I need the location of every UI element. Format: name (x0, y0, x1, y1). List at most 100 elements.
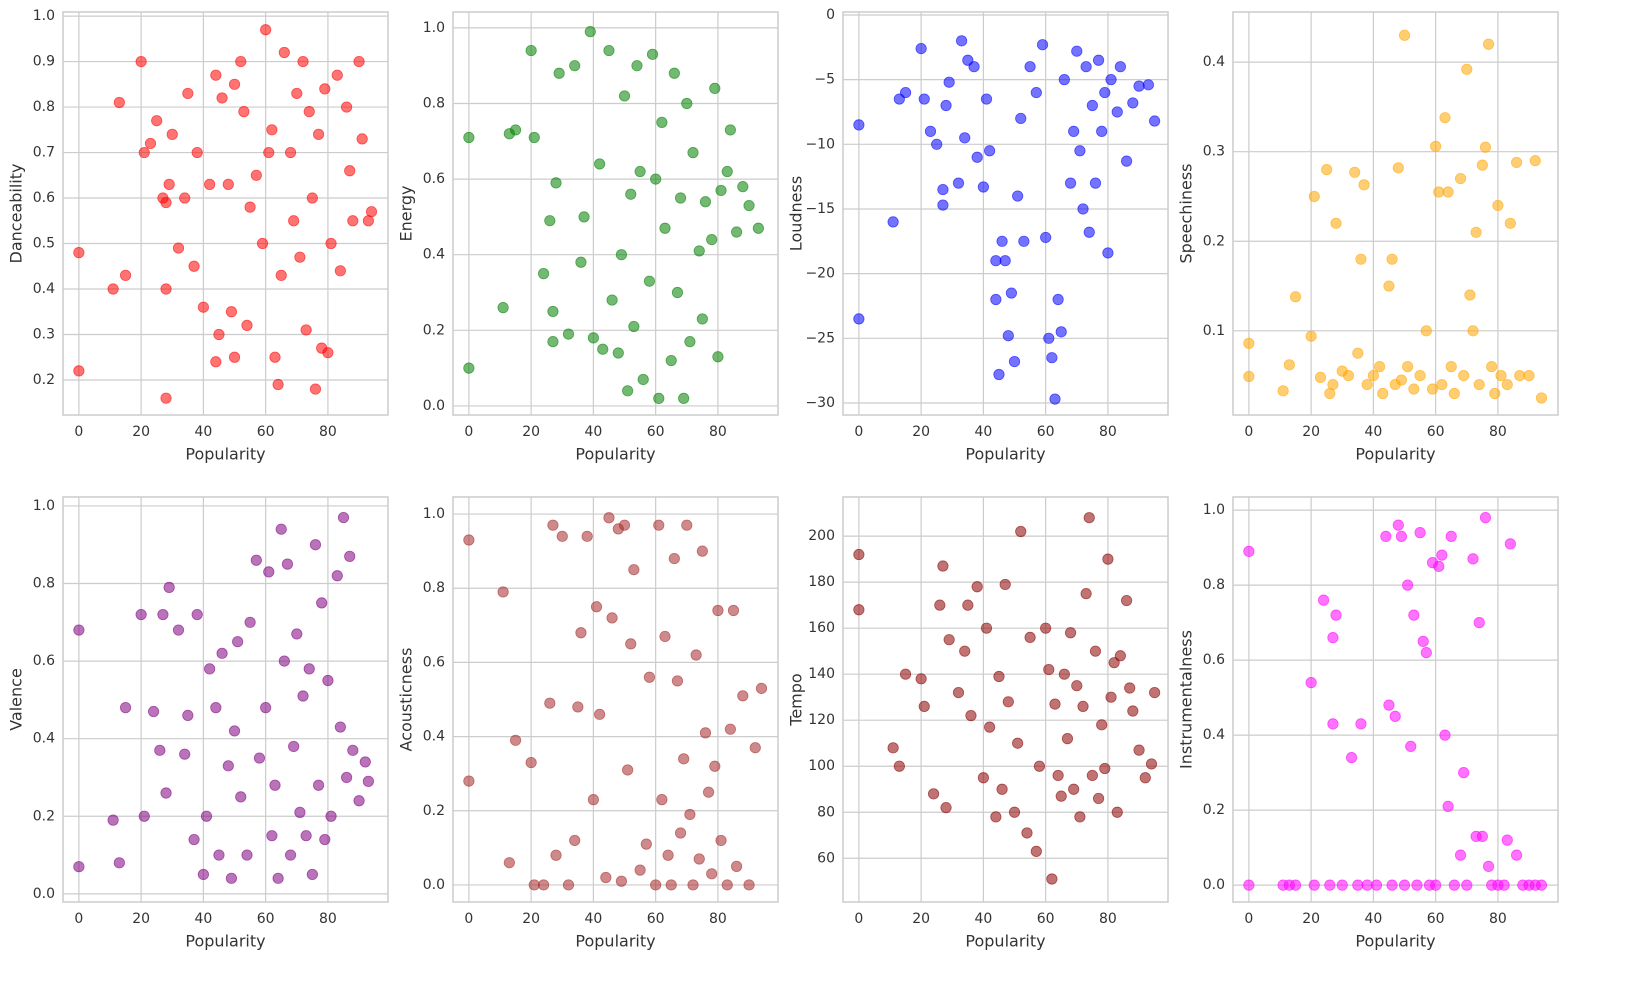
point (1352, 347, 1364, 359)
point (197, 301, 209, 313)
point (204, 178, 216, 190)
point (653, 392, 665, 404)
y-tick-label: 0.8 (33, 576, 55, 592)
y-tick-label: −10 (805, 136, 835, 152)
plot-frame (1232, 496, 1559, 903)
point (1482, 860, 1495, 872)
point (924, 125, 937, 137)
point (1102, 247, 1114, 259)
point (1479, 141, 1492, 153)
point (575, 627, 587, 639)
point (1392, 519, 1404, 531)
point (678, 392, 690, 404)
y-tick-label: 0 (826, 7, 835, 23)
y-tick-label: 0.6 (1203, 652, 1225, 668)
point (653, 519, 665, 531)
point (1476, 159, 1488, 171)
x-axis-label: Popularity (965, 932, 1045, 951)
x-axis-label: Popularity (1355, 445, 1435, 464)
point (606, 294, 618, 306)
point (674, 192, 687, 204)
point (730, 860, 743, 872)
y-tick-label: 0.4 (1203, 54, 1225, 70)
y-tick-label: 0.2 (1203, 233, 1225, 249)
point (191, 608, 203, 621)
point (1040, 231, 1052, 244)
point (600, 871, 612, 884)
point (693, 853, 705, 865)
x-tick-label: 0 (1244, 911, 1253, 927)
point (344, 550, 356, 562)
point (322, 674, 334, 687)
point (260, 24, 272, 36)
point (1464, 289, 1476, 301)
point (528, 879, 540, 891)
point (1504, 538, 1516, 550)
point (749, 742, 761, 754)
point (853, 604, 865, 616)
point (1120, 594, 1133, 607)
point (1458, 369, 1470, 382)
y-tick-label: 0.9 (33, 54, 55, 70)
point (1043, 332, 1055, 344)
point (347, 215, 359, 227)
point (119, 702, 132, 714)
point (1327, 718, 1339, 730)
point (244, 201, 256, 213)
point (1018, 235, 1030, 247)
point (1008, 355, 1021, 368)
x-tick-label: 0 (464, 424, 473, 440)
point (687, 147, 699, 159)
point (915, 673, 927, 685)
x-tick-label: 60 (257, 911, 275, 927)
point (899, 668, 912, 680)
point (222, 760, 234, 772)
point (1012, 190, 1024, 202)
point (634, 864, 646, 876)
x-axis-label: Popularity (575, 445, 655, 464)
point (1461, 63, 1473, 75)
point (1061, 733, 1074, 745)
point (590, 601, 603, 613)
x-tick-label: 40 (194, 911, 212, 927)
point (1349, 166, 1361, 178)
point (303, 663, 315, 675)
point (525, 44, 537, 57)
point (275, 269, 287, 281)
point (1445, 361, 1457, 373)
point (1461, 879, 1473, 891)
point (1114, 650, 1126, 662)
point (752, 222, 764, 234)
point (569, 834, 581, 847)
point (188, 260, 200, 272)
plot-area (1233, 497, 1558, 902)
x-tick-label: 80 (319, 911, 337, 927)
point (306, 192, 318, 204)
point (73, 861, 85, 873)
point (228, 78, 241, 90)
point (1402, 579, 1414, 591)
point (615, 875, 628, 887)
point (107, 814, 119, 826)
point (572, 701, 584, 713)
point (1479, 512, 1492, 524)
point (1243, 879, 1255, 891)
point (525, 756, 537, 769)
point (275, 523, 287, 535)
y-tick-label: 0.7 (33, 145, 55, 161)
y-tick-label: 1.0 (423, 506, 445, 522)
point (1448, 387, 1460, 400)
point (1377, 387, 1389, 400)
point (250, 169, 262, 181)
x-tick-label: 0 (464, 911, 473, 927)
point (1330, 609, 1342, 621)
point (755, 682, 768, 694)
point (300, 324, 312, 336)
point (965, 710, 977, 722)
point (999, 578, 1011, 591)
point (625, 638, 637, 650)
point (1055, 790, 1067, 802)
point (1243, 545, 1255, 557)
point (853, 548, 865, 561)
